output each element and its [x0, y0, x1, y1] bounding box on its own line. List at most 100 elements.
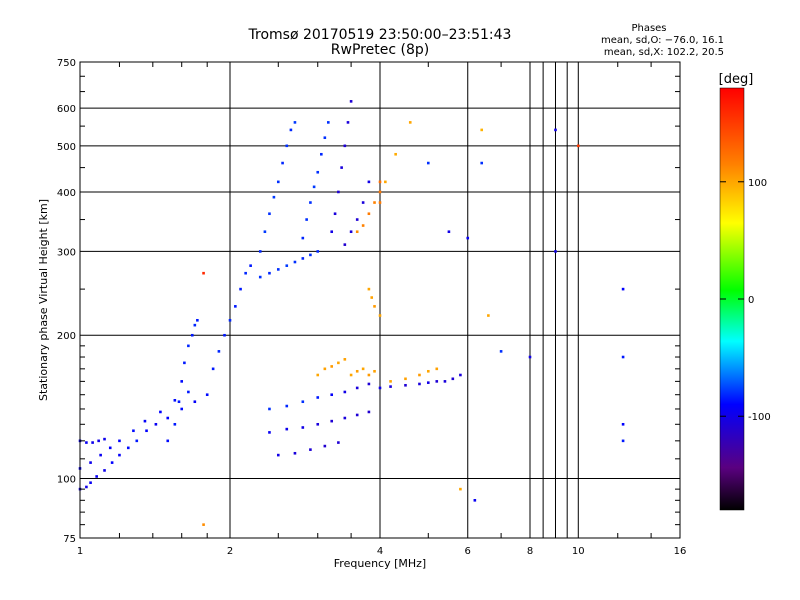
- data-point: [312, 185, 316, 189]
- data-point: [343, 243, 347, 246]
- data-point: [173, 398, 177, 402]
- data-point: [426, 381, 430, 384]
- data-point: [103, 437, 106, 441]
- data-point: [404, 377, 407, 381]
- data-point: [621, 287, 625, 291]
- data-point: [301, 426, 305, 429]
- data-point: [309, 201, 312, 204]
- data-point: [193, 323, 197, 327]
- data-point: [346, 121, 350, 124]
- data-point: [330, 230, 334, 234]
- data-point: [154, 422, 158, 426]
- data-point: [355, 369, 359, 373]
- data-point: [373, 369, 376, 373]
- data-point: [166, 416, 170, 420]
- data-point: [378, 201, 382, 204]
- data-point: [276, 453, 280, 457]
- data-point: [320, 152, 323, 156]
- data-point: [373, 201, 376, 204]
- data-point: [285, 264, 289, 267]
- data-point: [272, 195, 276, 199]
- data-point: [193, 400, 197, 404]
- y-tick-label: 600: [57, 104, 76, 115]
- data-point: [285, 404, 289, 408]
- data-point: [343, 416, 347, 420]
- data-point: [367, 410, 371, 414]
- data-point: [343, 390, 347, 394]
- data-point: [187, 390, 190, 394]
- plot-frame: [79, 61, 681, 539]
- data-point: [443, 380, 447, 383]
- data-point: [196, 318, 199, 322]
- data-point: [404, 383, 407, 387]
- data-point: [426, 161, 430, 165]
- data-point: [355, 218, 359, 221]
- data-point: [316, 373, 320, 377]
- data-point: [459, 373, 462, 377]
- data-point: [89, 461, 92, 464]
- y-tick-label: 750: [57, 58, 76, 69]
- data-point: [426, 369, 430, 373]
- data-point: [621, 422, 625, 426]
- data-point: [244, 271, 247, 275]
- data-point: [330, 393, 334, 397]
- data-point: [173, 422, 177, 426]
- data-point: [249, 264, 252, 267]
- data-point: [211, 367, 215, 371]
- data-point: [205, 393, 209, 397]
- data-point: [349, 373, 353, 377]
- data-point: [85, 485, 88, 489]
- x-tick-label: 4: [377, 546, 383, 557]
- data-point: [367, 382, 371, 386]
- data-point: [316, 250, 320, 253]
- data-point: [316, 422, 320, 426]
- colorbar-label: [deg]: [719, 72, 754, 87]
- data-point: [323, 444, 327, 448]
- data-point: [361, 367, 365, 371]
- data-point: [621, 355, 625, 359]
- data-point: [234, 305, 237, 308]
- data-point: [361, 224, 365, 227]
- x-tick-label: 10: [572, 546, 585, 557]
- data-point: [621, 439, 625, 443]
- data-point: [451, 377, 455, 381]
- data-point: [330, 365, 334, 368]
- y-axis-label: Stationary phase Virtual Height [km]: [37, 199, 50, 401]
- data-point: [435, 380, 439, 383]
- data-point: [202, 271, 205, 275]
- data-point: [301, 257, 305, 260]
- data-point: [323, 136, 327, 140]
- data-point: [132, 429, 135, 433]
- data-point: [355, 386, 359, 390]
- x-axis: 1 2 4 6 8 10 16: [77, 62, 686, 557]
- y-tick-label: 200: [57, 331, 76, 342]
- data-point: [180, 380, 184, 383]
- data-point: [309, 448, 312, 451]
- data-point: [258, 250, 262, 253]
- data-point: [554, 250, 557, 253]
- data-point: [447, 230, 451, 234]
- data-point: [370, 296, 374, 299]
- data-point: [305, 218, 308, 221]
- phase-annotation-line-x: mean, sd,X: 102.2, 20.5: [604, 47, 724, 58]
- phase-annotation-title: Phases: [631, 23, 666, 34]
- chart-subtitle: RwPretec (8p): [331, 42, 429, 58]
- data-point: [466, 236, 470, 240]
- data-point: [281, 161, 284, 165]
- data-point: [108, 446, 112, 450]
- data-point: [343, 358, 347, 361]
- data-point: [435, 367, 439, 371]
- data-point: [330, 419, 334, 423]
- data-point: [323, 367, 327, 371]
- data-point: [349, 230, 353, 234]
- data-point: [367, 373, 371, 377]
- data-point: [378, 314, 382, 317]
- data-point: [473, 499, 477, 502]
- data-point: [554, 128, 557, 132]
- data-points: [78, 100, 625, 526]
- data-point: [143, 419, 147, 423]
- data-point: [289, 128, 293, 132]
- data-point: [480, 128, 484, 132]
- data-point: [118, 453, 121, 457]
